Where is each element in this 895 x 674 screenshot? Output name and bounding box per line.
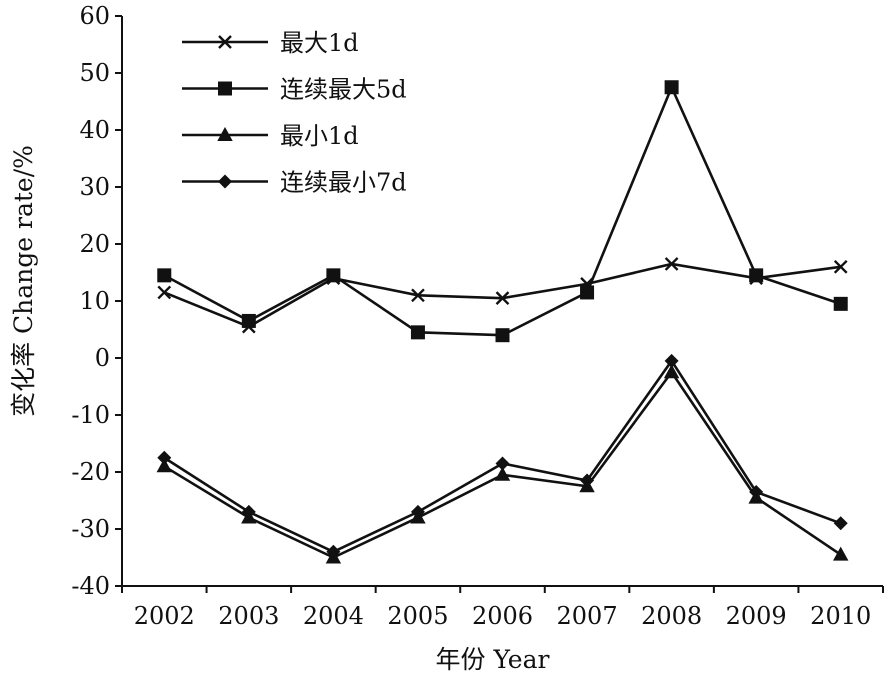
square-marker [410, 325, 425, 340]
x-marker [833, 259, 848, 274]
triangle-marker [217, 126, 233, 141]
y-tick-label: -10 [71, 401, 110, 429]
diamond-marker [495, 456, 510, 471]
square-marker [218, 81, 232, 96]
x-tick-label: 2003 [218, 602, 279, 630]
series-3 [156, 364, 849, 564]
legend-item: 最小1d [182, 122, 359, 150]
y-tick-label: -40 [71, 572, 110, 600]
diamond-marker [241, 504, 256, 519]
series-4 [157, 353, 848, 559]
square-marker [241, 313, 256, 328]
diamond-marker [326, 544, 341, 559]
diamond-marker [749, 484, 764, 499]
series-2 [157, 80, 848, 343]
y-axis-title: 变化率 Change rate/% [9, 145, 38, 417]
x-marker [664, 257, 679, 271]
x-tick-label: 2010 [810, 602, 871, 630]
y-tick-label: 60 [79, 2, 110, 30]
x-marker [495, 291, 510, 305]
diamond-marker [218, 174, 232, 189]
x-marker [218, 35, 232, 49]
diamond-marker [410, 504, 425, 519]
square-marker [749, 268, 764, 283]
legend-item: 连续最小7d [182, 169, 407, 197]
triangle-marker [156, 458, 172, 473]
x-marker [411, 288, 425, 303]
y-tick-label: 40 [79, 116, 110, 144]
y-tick-label: 10 [79, 287, 110, 315]
square-marker [580, 285, 595, 300]
legend-label: 连续最小7d [280, 169, 407, 197]
square-marker [833, 296, 848, 311]
square-marker [326, 268, 341, 283]
diamond-marker [833, 516, 848, 531]
legend-item: 最大1d [182, 29, 359, 57]
x-tick-label: 2005 [387, 602, 448, 630]
y-tick-label: 0 [95, 344, 110, 372]
legend-item: 连续最大5d [182, 76, 407, 104]
x-tick-label: 2008 [641, 602, 702, 630]
y-tick-label: 20 [79, 230, 110, 258]
y-tick-label: -20 [71, 458, 110, 486]
series-line [163, 262, 841, 329]
square-marker [664, 80, 679, 95]
series-layer [156, 80, 849, 564]
series-line [163, 358, 842, 554]
y-tick-label: -30 [71, 515, 110, 543]
x-axis-title: 年份 Year [436, 645, 550, 674]
x-tick-label: 2004 [303, 602, 364, 630]
diamond-marker [664, 353, 679, 368]
x-tick-label: 2007 [557, 602, 618, 630]
triangle-marker [494, 466, 511, 481]
x-marker [157, 285, 172, 300]
legend-label: 最大1d [280, 29, 359, 57]
x-tick-label: 2006 [472, 602, 533, 630]
y-tick-label: 50 [79, 59, 110, 87]
series-1 [157, 257, 848, 334]
diamond-marker [580, 473, 595, 488]
legend: 最大1d 连续最大5d 最小1d 连续最小7d [182, 29, 407, 197]
triangle-marker [663, 364, 680, 379]
legend-label: 最小1d [280, 122, 359, 150]
legend-label: 连续最大5d [280, 76, 407, 104]
diamond-marker [157, 450, 172, 465]
x-tick-label: 2002 [134, 602, 195, 630]
square-marker [495, 328, 510, 343]
y-tick-label: 30 [79, 173, 110, 201]
triangle-marker [833, 546, 849, 561]
x-tick-label: 2009 [726, 602, 787, 630]
square-marker [157, 268, 172, 283]
